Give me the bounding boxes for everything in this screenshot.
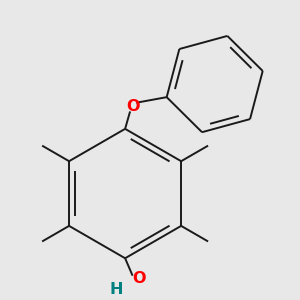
Text: O: O bbox=[132, 271, 146, 286]
Text: O: O bbox=[126, 99, 139, 114]
Text: H: H bbox=[110, 282, 123, 297]
